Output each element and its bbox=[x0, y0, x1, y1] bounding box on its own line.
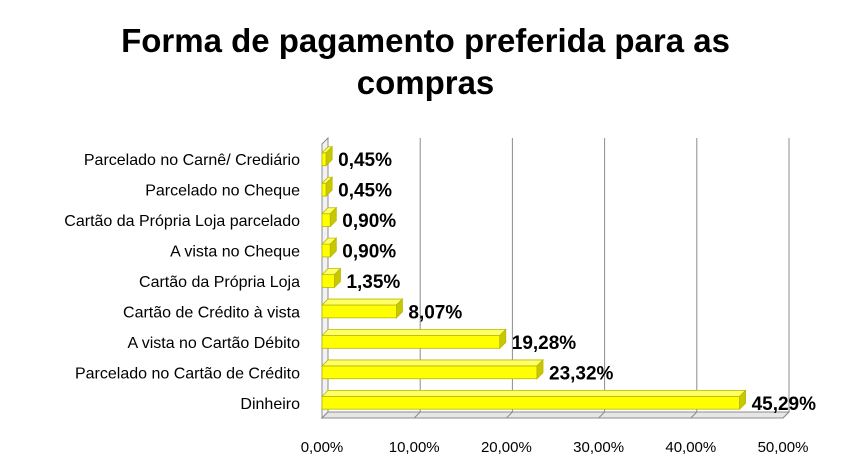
bar-top-face bbox=[321, 389, 747, 397]
category-label: Parcelado no Cheque bbox=[145, 183, 300, 200]
bar bbox=[321, 182, 327, 197]
chart-title-line-2: compras bbox=[356, 64, 495, 101]
x-tick-label: 50,00% bbox=[758, 439, 809, 456]
bar-side-face bbox=[499, 328, 507, 350]
category-label: Cartão da Própria Loja bbox=[139, 274, 300, 291]
bar-side-face bbox=[329, 237, 337, 258]
category-label: Dinheiro bbox=[240, 396, 300, 413]
bar-top-face bbox=[321, 359, 544, 367]
gridline-floor-segment bbox=[690, 411, 698, 419]
category-label: Cartão de Crédito à vista bbox=[123, 304, 300, 321]
data-label: 0,90% bbox=[342, 211, 396, 232]
bar bbox=[321, 335, 501, 349]
data-label: 19,28% bbox=[512, 333, 577, 354]
data-label: 0,90% bbox=[342, 242, 396, 263]
bar-side-face bbox=[334, 267, 341, 289]
data-label: 23,32% bbox=[549, 363, 614, 384]
bar-side-face bbox=[325, 145, 333, 167]
bar bbox=[321, 365, 538, 380]
data-label: 8,07% bbox=[408, 302, 462, 323]
bar-top-face bbox=[321, 298, 404, 306]
bar-top-face bbox=[321, 329, 507, 336]
bar bbox=[321, 213, 331, 227]
x-tick-label: 40,00% bbox=[665, 439, 716, 456]
bar bbox=[321, 243, 331, 258]
category-label: A vista no Cheque bbox=[170, 244, 300, 261]
gridline-floor-segment bbox=[506, 411, 513, 419]
x-tick-label: 20,00% bbox=[481, 439, 532, 456]
category-label: A vista no Cartão Débito bbox=[127, 335, 300, 352]
category-label: Parcelado no Cartão de Crédito bbox=[75, 365, 300, 382]
category-label: Cartão da Própria Loja parcelado bbox=[64, 213, 300, 230]
x-tick-label: 0,00% bbox=[301, 439, 344, 456]
bar-side-face bbox=[325, 176, 333, 198]
chart-title: Forma de pagamento preferida para as com… bbox=[60, 20, 791, 104]
bar bbox=[321, 152, 327, 167]
chart-title-line-1: Forma de pagamento preferida para as bbox=[121, 22, 730, 59]
x-tick-label: 30,00% bbox=[573, 439, 624, 456]
gridline-floor-segment bbox=[782, 411, 790, 419]
bar bbox=[321, 304, 397, 319]
data-label: 45,29% bbox=[752, 394, 817, 415]
bar bbox=[321, 274, 335, 288]
bar-side-face bbox=[739, 389, 746, 411]
bar-side-face bbox=[536, 358, 544, 380]
bar-side-face bbox=[396, 298, 403, 319]
data-label: 0,45% bbox=[338, 181, 392, 202]
plot-floor bbox=[320, 411, 791, 419]
bar-side-face bbox=[329, 206, 337, 228]
bar bbox=[321, 395, 740, 410]
x-tick-label: 10,00% bbox=[389, 439, 440, 456]
gridline-floor-segment bbox=[413, 411, 421, 419]
data-label: 0,45% bbox=[338, 150, 392, 171]
gridline-floor-segment bbox=[598, 411, 605, 419]
category-label: Parcelado no Carnê/ Crediário bbox=[84, 152, 300, 169]
data-label: 1,35% bbox=[346, 272, 400, 293]
